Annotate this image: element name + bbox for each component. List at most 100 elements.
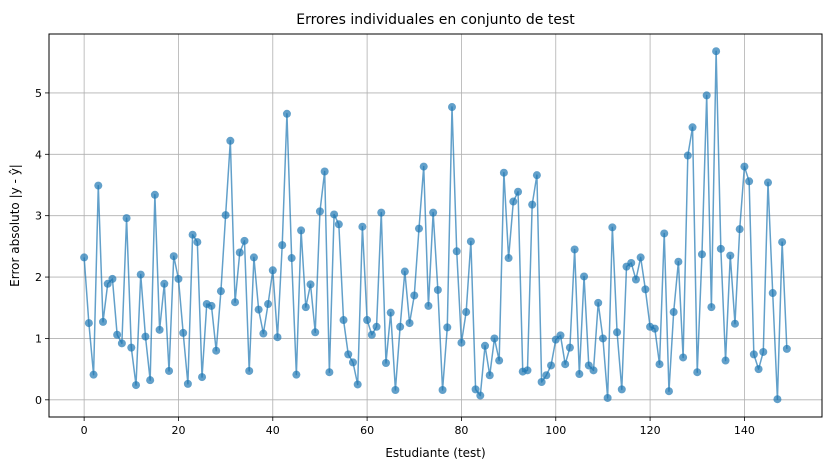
data-point [221, 211, 230, 220]
data-point [476, 391, 485, 400]
data-point [358, 222, 367, 231]
data-point [367, 330, 376, 339]
data-point [773, 395, 782, 404]
data-point [499, 168, 508, 177]
data-point [301, 303, 310, 312]
data-point [169, 252, 178, 261]
data-point [155, 325, 164, 334]
data-point [396, 322, 405, 331]
y-tick-label: 2 [35, 271, 42, 284]
data-point [778, 238, 787, 247]
data-point [273, 333, 282, 342]
data-point [183, 379, 192, 388]
data-point [594, 298, 603, 307]
data-point [410, 291, 419, 300]
data-point [613, 328, 622, 337]
data-point [627, 258, 636, 267]
data-point [542, 371, 551, 380]
data-point [481, 341, 490, 350]
data-point [353, 380, 362, 389]
data-point [150, 190, 159, 199]
data-point [745, 177, 754, 186]
y-axis-label: Error absoluto |y - ŷ| [8, 164, 22, 287]
x-tick-label: 60 [360, 424, 374, 437]
data-point [249, 253, 258, 262]
data-point [782, 344, 791, 353]
data-point [400, 267, 409, 276]
data-point [174, 274, 183, 283]
data-point [443, 323, 452, 332]
data-point [278, 241, 287, 250]
data-point [537, 378, 546, 387]
data-point [216, 287, 225, 296]
data-point [377, 208, 386, 217]
data-point [108, 274, 117, 283]
data-point [688, 123, 697, 132]
data-point [532, 171, 541, 180]
data-point [631, 275, 640, 284]
x-axis-label: Estudiante (test) [385, 446, 485, 460]
data-point [702, 91, 711, 100]
data-point [414, 224, 423, 233]
y-axis: 0 1 2 3 4 5 [35, 87, 49, 407]
data-point [759, 347, 768, 356]
data-point [127, 343, 136, 352]
data-point [726, 251, 735, 260]
data-point [330, 210, 339, 219]
data-point [113, 330, 122, 339]
data-point [315, 207, 324, 216]
series-group [80, 47, 791, 404]
data-point [344, 350, 353, 359]
data-point [80, 253, 89, 262]
data-point [325, 368, 334, 377]
data-point [495, 356, 504, 365]
data-point [740, 162, 749, 171]
data-point [669, 308, 678, 317]
data-point [165, 366, 174, 375]
data-point [707, 303, 716, 312]
data-point [764, 178, 772, 187]
data-point [292, 370, 301, 379]
data-point [589, 366, 598, 375]
data-point [664, 387, 673, 396]
data-point [697, 250, 706, 259]
grid [49, 34, 822, 417]
x-tick-label: 20 [171, 424, 185, 437]
data-point [226, 136, 235, 145]
data-point [636, 253, 645, 262]
data-point [598, 334, 607, 343]
data-point [721, 356, 730, 365]
data-point [462, 308, 471, 317]
data-point [386, 308, 395, 317]
data-point [424, 301, 433, 310]
data-point [348, 358, 357, 367]
data-point [641, 285, 650, 294]
data-point [608, 223, 617, 232]
data-point [712, 47, 721, 56]
data-point [245, 366, 254, 375]
data-point [490, 334, 499, 343]
data-point [438, 385, 447, 394]
data-point [235, 248, 244, 257]
data-point [84, 319, 93, 328]
data-point [160, 279, 169, 288]
data-point [381, 358, 390, 367]
data-point [650, 324, 659, 333]
data-point [575, 370, 584, 379]
data-point [306, 280, 315, 289]
data-point [297, 226, 306, 235]
data-point [117, 339, 126, 348]
data-point [674, 257, 683, 266]
data-point [264, 300, 273, 309]
data-point [282, 109, 291, 118]
data-point [655, 360, 664, 369]
data-point [528, 200, 537, 209]
data-point [207, 301, 216, 310]
y-tick-label: 1 [35, 332, 42, 345]
data-point [617, 385, 626, 394]
data-point [749, 350, 758, 359]
data-point [660, 229, 669, 238]
data-point [471, 385, 480, 394]
data-point [754, 365, 763, 374]
data-point [122, 214, 131, 223]
